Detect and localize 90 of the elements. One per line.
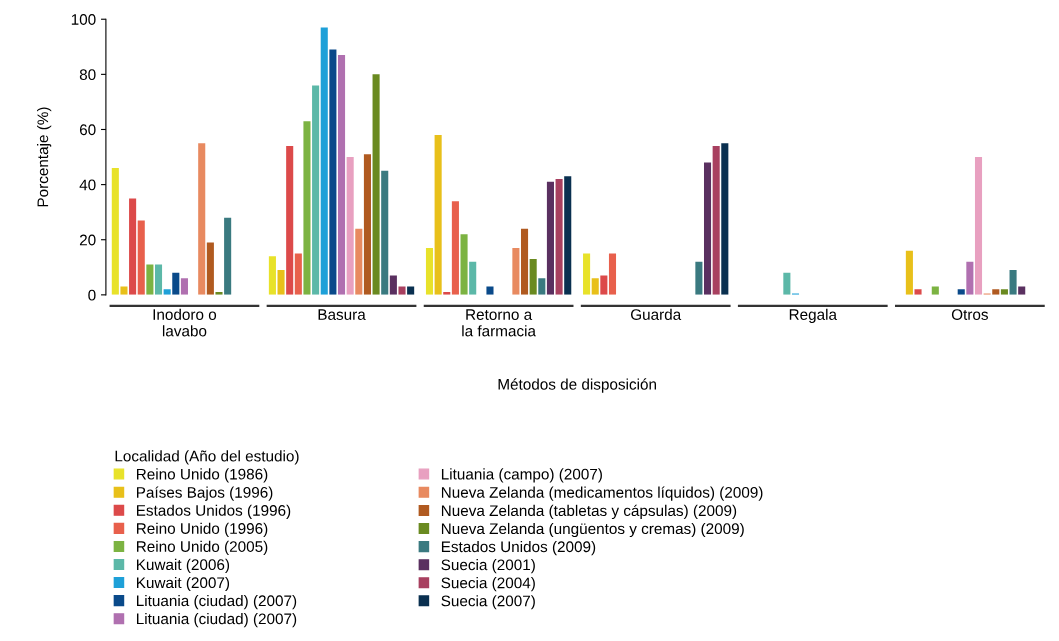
legend-label: Estados Unidos (2009) (441, 540, 596, 556)
legend-label: Reino Unido (2005) (137, 540, 268, 555)
bar (111, 168, 119, 295)
bar (224, 217, 232, 295)
bar (294, 253, 302, 295)
legend-label: Estados Unidos (1996) (137, 504, 291, 519)
bar (538, 278, 546, 295)
bar (286, 146, 294, 295)
bar (564, 176, 572, 295)
bar (398, 286, 406, 295)
legend-label: Suecia (2004) (441, 577, 535, 592)
y-axis-title: Porcentaje (%) (37, 107, 52, 207)
bar (520, 228, 529, 295)
bar (451, 201, 459, 295)
legend-label: Nueva Zelanda (ungüentos y cremas) (2009) (441, 522, 744, 538)
bar (434, 134, 442, 295)
bar (303, 121, 311, 295)
bar (712, 146, 720, 295)
bar (783, 272, 791, 295)
x-tick-label: Otros (951, 309, 988, 320)
x-tick-label: Regala (789, 308, 837, 323)
y-tick-label: 80 (79, 69, 96, 81)
bar (163, 289, 171, 295)
bar (381, 170, 389, 295)
bar (337, 55, 346, 295)
bar (137, 220, 145, 295)
bar (346, 157, 354, 295)
bar (363, 154, 371, 295)
bar (512, 248, 520, 295)
bar (957, 289, 965, 295)
bar (320, 27, 328, 295)
bar (146, 264, 154, 295)
y-tick-label: 40 (79, 179, 96, 191)
bar (180, 278, 188, 295)
bar (583, 253, 591, 295)
bar (129, 198, 137, 295)
x-axis-title: Métodos de disposición (498, 378, 656, 393)
bar (329, 49, 337, 295)
bar (389, 275, 397, 295)
bar (372, 74, 380, 295)
legend-label: Kuwait (2007) (137, 576, 230, 592)
bar (277, 270, 285, 295)
bar (198, 143, 206, 295)
y-tick-label: 0 (88, 289, 96, 301)
bar (460, 234, 468, 295)
bar (992, 289, 1000, 295)
x-tick-label: Retorno a la farmacia (462, 309, 536, 337)
bar (1000, 289, 1008, 295)
bar (469, 261, 477, 295)
bar (914, 289, 922, 295)
legend-label: Kuwait (2006) (137, 558, 230, 574)
bar (268, 256, 276, 295)
bar (425, 248, 434, 295)
bar (355, 228, 363, 295)
legend-label: Reino Unido (1986) (137, 468, 268, 483)
y-tick-label: 60 (79, 124, 96, 136)
bar (154, 264, 163, 295)
y-tick-label: 100 (71, 14, 96, 25)
legend-label: Suecia (2001) (441, 559, 535, 574)
bar (974, 157, 983, 295)
bar (703, 162, 712, 295)
bar (120, 286, 128, 295)
x-tick-label: Basura (318, 309, 366, 320)
bar (905, 250, 913, 295)
legend-label: Lituania (campo) (2007) (441, 468, 602, 483)
bar (172, 272, 180, 295)
legend-label: Suecia (2007) (441, 595, 535, 610)
bar (486, 286, 494, 295)
y-tick-label: 20 (79, 234, 96, 246)
bar (695, 261, 703, 295)
bar (1009, 270, 1017, 295)
bar (600, 275, 608, 295)
legend-label: Lituania (ciudad) (2007) (137, 594, 297, 610)
legend-label: Nueva Zelanda (tabletas y cápsulas) (2009) (441, 504, 737, 520)
bar (206, 242, 214, 295)
legend-title: Localidad (Año del estudio) (115, 450, 299, 465)
legend-label: Países Bajos (1996) (137, 486, 273, 501)
bar (591, 278, 599, 295)
x-tick-label: Inodoro o lavabo (153, 308, 217, 337)
legend-label: Lituania (ciudad) (2007) (137, 613, 297, 628)
bar (529, 259, 537, 295)
bar (555, 179, 563, 295)
bar (966, 261, 974, 295)
legend-label: Nueva Zelanda (medicamentos líquidos) (2009) (441, 486, 763, 501)
bar (721, 143, 729, 295)
bar (546, 181, 554, 295)
legend-label: Reino Unido (1996) (137, 522, 268, 537)
bar (312, 85, 320, 295)
bar (608, 253, 617, 295)
x-tick-label: Guarda (630, 308, 682, 320)
